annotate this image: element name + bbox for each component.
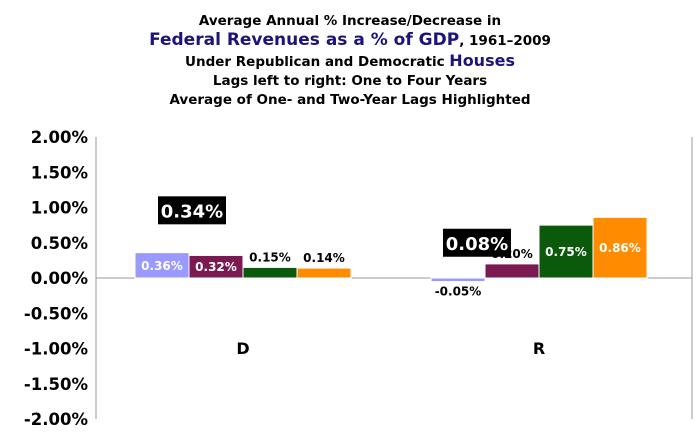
title-line-2-rest: , 1961–2009 — [459, 33, 551, 49]
bar-value-label: 0.75% — [545, 245, 587, 259]
y-tick-label: 0.50% — [31, 234, 89, 253]
y-tick-label: 1.00% — [31, 199, 89, 218]
bar-R-lag-3 — [538, 224, 594, 279]
y-axis-tick-labels: 2.00% 1.50% 1.00% 0.50% 0.00% -0.50% -1.00% -1.… — [24, 128, 89, 429]
bar-value-label: 0.36% — [141, 259, 183, 273]
bar-value-label: -0.05% — [435, 285, 482, 299]
bar-D-lag-3 — [242, 266, 298, 279]
y-tick-label: -1.50% — [24, 375, 89, 394]
chart-title: Average Annual % Increase/Decrease in Fe… — [0, 12, 700, 110]
title-line-5: Average of One- and Two-Year Lags Highli… — [169, 92, 531, 108]
y-tick-label: 1.50% — [31, 163, 89, 182]
y-tick-label: 2.00% — [31, 128, 89, 147]
category-label-R: R — [533, 339, 545, 358]
bar-D-lag-2 — [188, 254, 244, 279]
title-line-3-highlight: Houses — [449, 51, 515, 70]
bar-R-lag-2 — [484, 263, 540, 279]
highlight-callout-box — [158, 196, 226, 225]
bar-value-label: 0.32% — [195, 260, 237, 274]
title-line-3-plain: Under Republican and Democratic — [185, 54, 450, 70]
y-tick-label: -2.00% — [24, 410, 89, 429]
title-line-2-highlight: Federal Revenues as a % of GDP — [149, 30, 460, 50]
bar-value-label: 0.15% — [249, 250, 291, 264]
y-tick-label: -1.00% — [24, 340, 89, 359]
category-label-D: D — [236, 339, 249, 358]
title-line-4: Lags left to right: One to Four Years — [212, 73, 488, 89]
bar-R-lag-4 — [592, 216, 648, 279]
bars-group: 0.36% 0.32%0.15% 0.14%-0.05%0.20% 0.75% 0.86… — [134, 216, 648, 299]
bar-D-lag-4 — [296, 267, 352, 279]
bar-R-lag-1 — [430, 277, 486, 283]
y-tick-label: 0.00% — [31, 269, 89, 288]
title-line-2: Federal Revenues as a % of GDP, 1961–200… — [0, 31, 700, 51]
bar-value-label: 0.86% — [599, 241, 641, 255]
bar-value-label: 0.14% — [303, 251, 345, 265]
highlight-callout-value: 0.34% — [161, 201, 223, 222]
highlight-callouts: 0.34% 0.08% — [158, 196, 511, 257]
title-line-3: Under Republican and Democratic Houses — [0, 51, 700, 72]
y-tick-label: -0.50% — [24, 304, 89, 323]
title-line-1: Average Annual % Increase/Decrease in — [198, 13, 502, 29]
highlight-callout-box — [443, 228, 511, 257]
highlight-callout-value: 0.08% — [446, 234, 508, 255]
